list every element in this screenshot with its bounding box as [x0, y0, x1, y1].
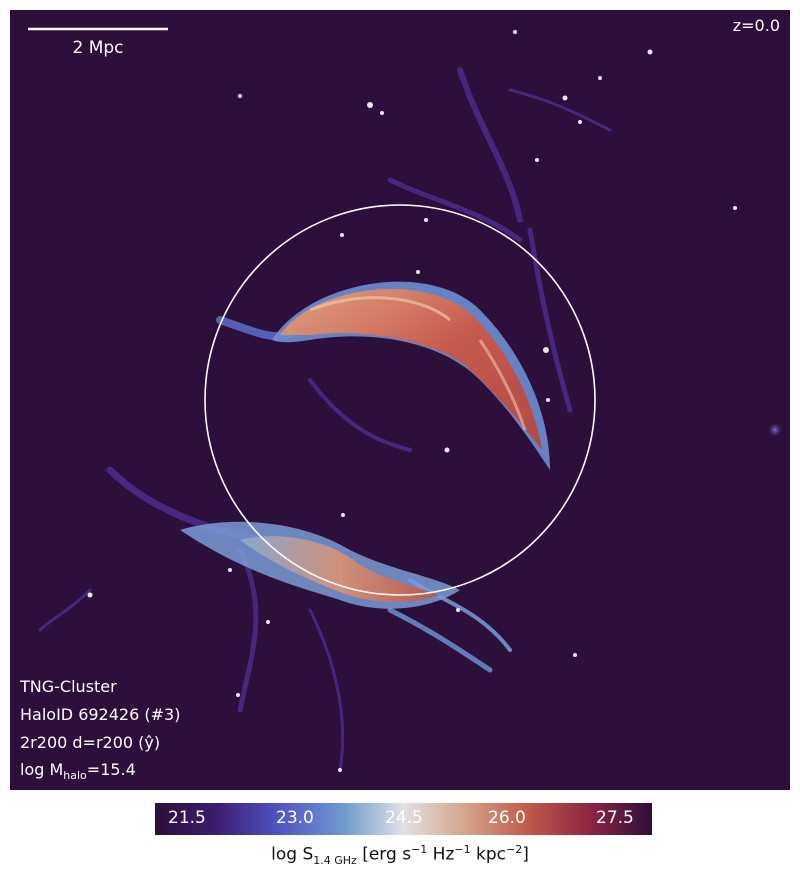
colorbar-tick: 27.5 [596, 808, 634, 828]
r200-circle [204, 204, 596, 596]
colorbar-tick: 24.5 [385, 808, 423, 828]
filaments [38, 67, 612, 772]
scale-bar-label: 2 Mpc [72, 38, 124, 58]
simulation-label: TNG-Cluster [20, 677, 117, 696]
map-background [10, 10, 790, 790]
faint-blob [767, 422, 783, 438]
radio-emission-map [10, 10, 790, 790]
colorbar-label: log S1.4 GHz [erg s−1 Hz−1 kpc−2] [271, 843, 529, 868]
colorbar-tick: 26.0 [488, 808, 526, 828]
upper-radio-relic [272, 281, 550, 470]
lower-radio-relic [180, 521, 460, 609]
colorbar-tick: 21.5 [168, 808, 206, 828]
halo-label: HaloID 692426 (#3) [20, 705, 181, 724]
projection-label: 2r200 d=r200 (ŷ) [20, 733, 161, 752]
redshift-label: z=0.0 [732, 16, 780, 35]
colorbar-tick: 23.0 [276, 808, 314, 828]
point-sources [87, 30, 737, 772]
mass-label: log Mhalo=15.4 [20, 760, 136, 783]
colorbar [155, 803, 652, 835]
